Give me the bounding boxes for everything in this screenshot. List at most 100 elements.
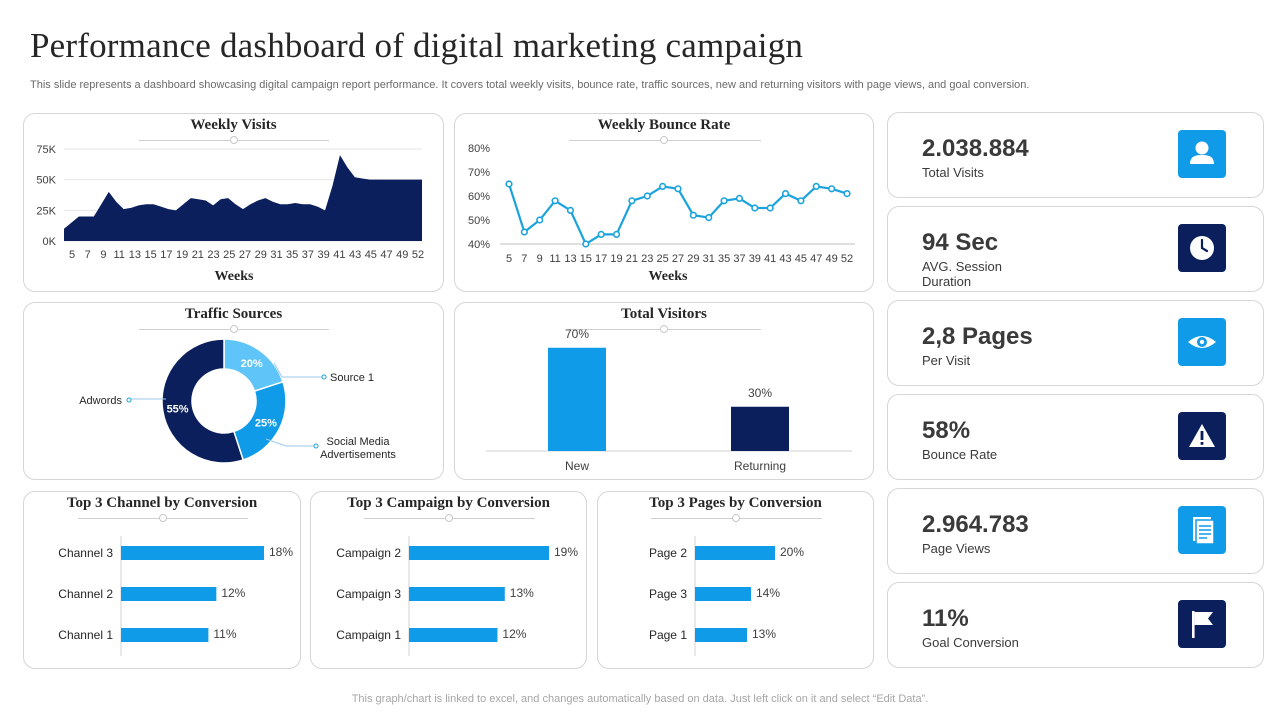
x-tick-label: 15 <box>580 253 592 265</box>
kpi-card-total-visits: 2.038.884 Total Visits <box>887 112 1264 198</box>
kpi-label: Per Visit <box>922 353 971 368</box>
y-tick-label: 75K <box>36 144 56 156</box>
y-tick-label: 70% <box>468 167 490 179</box>
x-tick-label: 23 <box>207 249 219 261</box>
x-tick-label: 9 <box>100 249 106 261</box>
footer-note: This graph/chart is linked to excel, and… <box>351 693 929 705</box>
x-tick-label: 37 <box>733 253 745 265</box>
x-tick-label: 25 <box>657 253 669 265</box>
x-tick-label: 37 <box>302 249 314 261</box>
weekly-visits-panel: Weekly Visits 0K 25K 50K 75K 5 7 9 11 13 15 17 19 21… <box>23 113 444 292</box>
category-label: Campaign 1 <box>336 628 401 642</box>
top-campaign-panel: Top 3 Campaign by Conversion Campaign 2 1… <box>310 491 587 669</box>
category-label: New <box>565 459 589 473</box>
y-tick-label: 80% <box>468 143 490 155</box>
x-tick-label: 39 <box>749 253 761 265</box>
slice-value-label: 20% <box>241 358 263 370</box>
bounce-point <box>582 240 590 248</box>
top-campaign-title: Top 3 Campaign by Conversion <box>347 495 550 511</box>
x-tick-label: 17 <box>160 249 172 261</box>
x-tick-label: 41 <box>764 253 776 265</box>
x-tick-label: 49 <box>396 249 408 261</box>
legend-source-1: Source 1 <box>330 372 374 384</box>
kpi-value: 58% <box>922 417 971 444</box>
bounce-point <box>597 230 605 238</box>
horizontal-bar <box>409 628 498 642</box>
bar-value-label: 14% <box>756 586 780 600</box>
visitor-bar <box>548 347 606 451</box>
document-icon <box>1178 506 1226 554</box>
bar-value-label: 19% <box>554 545 578 559</box>
total-visitors-title: Total Visitors <box>621 306 707 322</box>
x-tick-label: 17 <box>595 253 607 265</box>
bounce-point <box>812 182 820 190</box>
category-label: Campaign 2 <box>336 546 401 560</box>
x-tick-label: 52 <box>841 253 853 265</box>
category-label: Page 1 <box>649 628 687 642</box>
x-tick-label: 52 <box>412 249 424 261</box>
leader-dot <box>126 397 132 403</box>
bar-value-label: 12% <box>221 586 245 600</box>
kpi-label: Goal Conversion <box>922 635 1019 650</box>
traffic-sources-panel: Traffic Sources 20% 25% 55% Source 1 Social … <box>23 302 444 480</box>
category-label: Channel 2 <box>58 587 113 601</box>
bounce-point <box>843 189 851 198</box>
x-tick-label: 47 <box>380 249 392 261</box>
x-tick-label: 5 <box>69 249 75 261</box>
x-tick-label: 7 <box>85 249 91 261</box>
kpi-label: Bounce Rate <box>922 447 998 462</box>
top-channel-title: Top 3 Channel by Conversion <box>66 495 258 511</box>
weekly-bounce-chart: 40% 50% 60% 70% 80% 5 7 9 11 13 15 17 19 21 23 25 27 29 31… <box>468 143 855 284</box>
top-pages-chart: Page 2 20% Page 3 14% Page 1 13% <box>649 536 804 656</box>
x-tick-label: 45 <box>365 249 377 261</box>
x-tick-label: 29 <box>255 249 267 261</box>
horizontal-bar <box>121 546 264 560</box>
legend-social-media-line2: Advertisements <box>320 449 396 461</box>
x-tick-label: 19 <box>610 253 622 265</box>
bar-value-label: 30% <box>748 386 772 400</box>
y-tick-label: 50% <box>468 215 490 227</box>
x-tick-label: 29 <box>687 253 699 265</box>
y-tick-label: 40% <box>468 239 490 251</box>
bar-value-label: 11% <box>213 627 236 641</box>
bounce-point <box>689 211 697 219</box>
horizontal-bar <box>695 587 751 601</box>
bar-value-label: 12% <box>502 627 526 641</box>
flag-icon <box>1178 600 1226 648</box>
traffic-sources-chart: 20% 25% 55% Source 1 Social MediaAdvertiseme… <box>79 338 396 464</box>
horizontal-bar <box>695 628 747 642</box>
x-tick-label: 25 <box>223 249 235 261</box>
kpi-value: 2,8 Pages <box>922 323 1033 350</box>
kpi-card-bounce-rate: 58% Bounce Rate <box>887 394 1264 480</box>
bounce-point <box>536 216 544 224</box>
slice-value-label: 55% <box>167 403 189 415</box>
total-visitors-panel: Total Visitors 70% New 30% Returning <box>454 302 874 480</box>
leader-dot <box>313 443 319 449</box>
bounce-point <box>520 228 528 236</box>
page-subtitle: This slide represents a dashboard showca… <box>30 79 1030 91</box>
x-tick-label: 11 <box>549 253 560 265</box>
x-axis-label: Weeks <box>649 269 688 284</box>
weekly-bounce-panel: Weekly Bounce Rate 40% 50% 60% 70% 80% 5 7 9 11 1… <box>454 113 874 292</box>
x-tick-label: 23 <box>641 253 653 265</box>
kpi-card-page-views: 2.964.783 Page Views <box>887 488 1264 574</box>
bounce-point <box>674 185 682 193</box>
bar-value-label: 13% <box>752 627 776 641</box>
x-tick-label: 13 <box>129 249 141 261</box>
bounce-point <box>551 197 559 205</box>
x-tick-label: 35 <box>286 249 298 261</box>
top-campaign-chart: Campaign 2 19% Campaign 3 13% Campaign 1 12% <box>336 536 578 656</box>
bar-value-label: 18% <box>269 545 293 559</box>
legend-social-media-line1: Social Media <box>327 436 391 448</box>
top-channel-chart: Channel 3 18% Channel 2 12% Channel 1 11% <box>58 536 293 656</box>
x-tick-label: 19 <box>176 249 188 261</box>
kpi-value: 2.964.783 <box>922 511 1029 538</box>
bounce-point <box>505 180 513 188</box>
bounce-point <box>766 204 774 212</box>
horizontal-bar <box>409 587 505 601</box>
x-tick-label: 39 <box>318 249 330 261</box>
x-tick-label: 41 <box>333 249 345 261</box>
category-label: Channel 3 <box>58 546 113 560</box>
eye-icon <box>1178 318 1226 366</box>
